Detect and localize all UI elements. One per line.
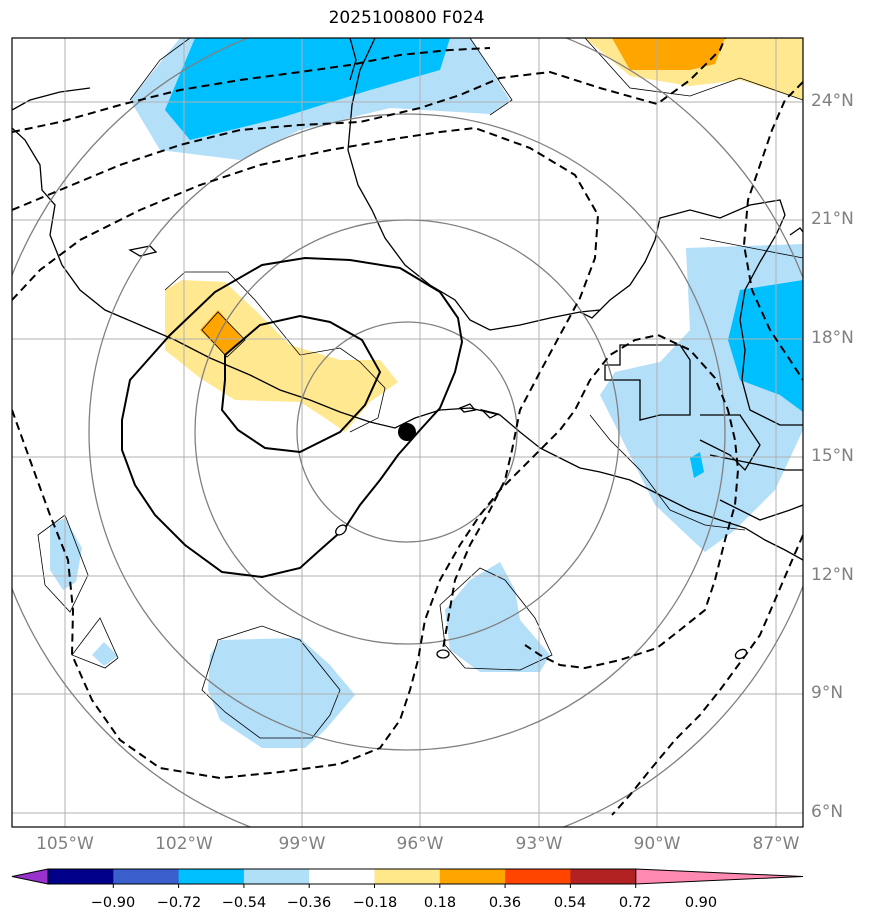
storm-center-marker [398,423,416,441]
colorbar-tick-label: 0.36 [488,895,522,911]
lon-label: 96°W [396,834,444,854]
colorbar-tick-label: 0.90 [684,895,718,911]
island-3 [479,408,500,419]
colorbar-tick-label: −0.36 [286,895,332,911]
colorbar-tick-label: 0.72 [618,895,652,911]
lon-label: 105°W [36,834,94,854]
colorbar-segment [178,869,245,884]
colorbar-segment [113,869,180,884]
border-guatemala [604,344,691,421]
colorbar-tick-label: −0.72 [156,895,202,911]
lat-label: 15°N [811,446,854,466]
coast-mx-gulf [579,309,601,319]
island-2 [458,403,477,413]
solid-contour-outer [121,256,464,579]
colorbar-frame [47,868,637,885]
map-frame [11,37,804,828]
fill-orange-northeast [612,38,725,70]
fill-blue-north-deep [165,38,450,140]
colorbar-segment [374,869,441,884]
lon-label: 102°W [155,834,213,854]
coastlines [12,38,803,561]
fill-blue-west [50,518,82,590]
colorbar-segment [309,869,375,884]
border-east-3 [719,499,803,521]
fill-yellow-center [165,280,398,432]
fill-blue-east-spot [690,452,704,478]
coast-segment [12,87,91,111]
fill-blue-east-deep [728,280,803,412]
colorbar-segment [570,869,637,884]
colorbar-segment [439,869,506,884]
lat-label: 18°N [811,328,854,348]
contour-labels [335,524,748,660]
lat-label: 24°N [811,91,854,111]
solid-contour-inner [220,314,382,454]
fill-orange-center [200,310,242,356]
gulf-coast [347,38,803,426]
colorbar-tick-label: 0.54 [553,895,587,911]
lon-label: 93°W [515,834,563,854]
coast-east-stub [789,227,803,236]
country-border-north [349,38,357,81]
colorbar-segment [505,869,571,884]
colorbar-extend-low [11,868,49,885]
fill-blue-west-small [92,642,118,666]
contour-label-oval [734,648,748,660]
lon-label: 90°W [633,834,681,854]
colorbar-tick-label: −0.54 [221,895,267,911]
colorbar-extend-high [635,868,804,885]
colorbar [11,868,804,888]
colorbar-tick-label: 0.18 [423,895,457,911]
lat-label: 9°N [811,683,844,703]
solid-contours [121,256,464,579]
contour-label-oval [436,649,450,659]
lon-label: 99°W [278,834,326,854]
lat-label: 12°N [811,565,854,585]
contour-label-oval [335,524,347,536]
colorbar-segment [48,869,114,884]
anomaly-fills [50,38,803,748]
border-east-2 [709,454,803,471]
range-rings [12,38,803,827]
fill-outlines [37,38,803,739]
lat-label: 6°N [811,802,844,822]
lon-label: 87°W [752,834,800,854]
map-title: 2025100800 F024 [328,8,485,28]
fill-blue-south [208,638,355,748]
colorbar-segment [243,869,310,884]
island-1 [128,245,158,257]
colorbar-tick-label: −0.18 [352,895,398,911]
fill-blue-southcenter [445,562,550,672]
lat-label: 21°N [811,209,854,229]
colorbar-tick-label: −0.90 [90,895,136,911]
dashed-contours [12,38,803,816]
pacific-coast [12,127,803,561]
